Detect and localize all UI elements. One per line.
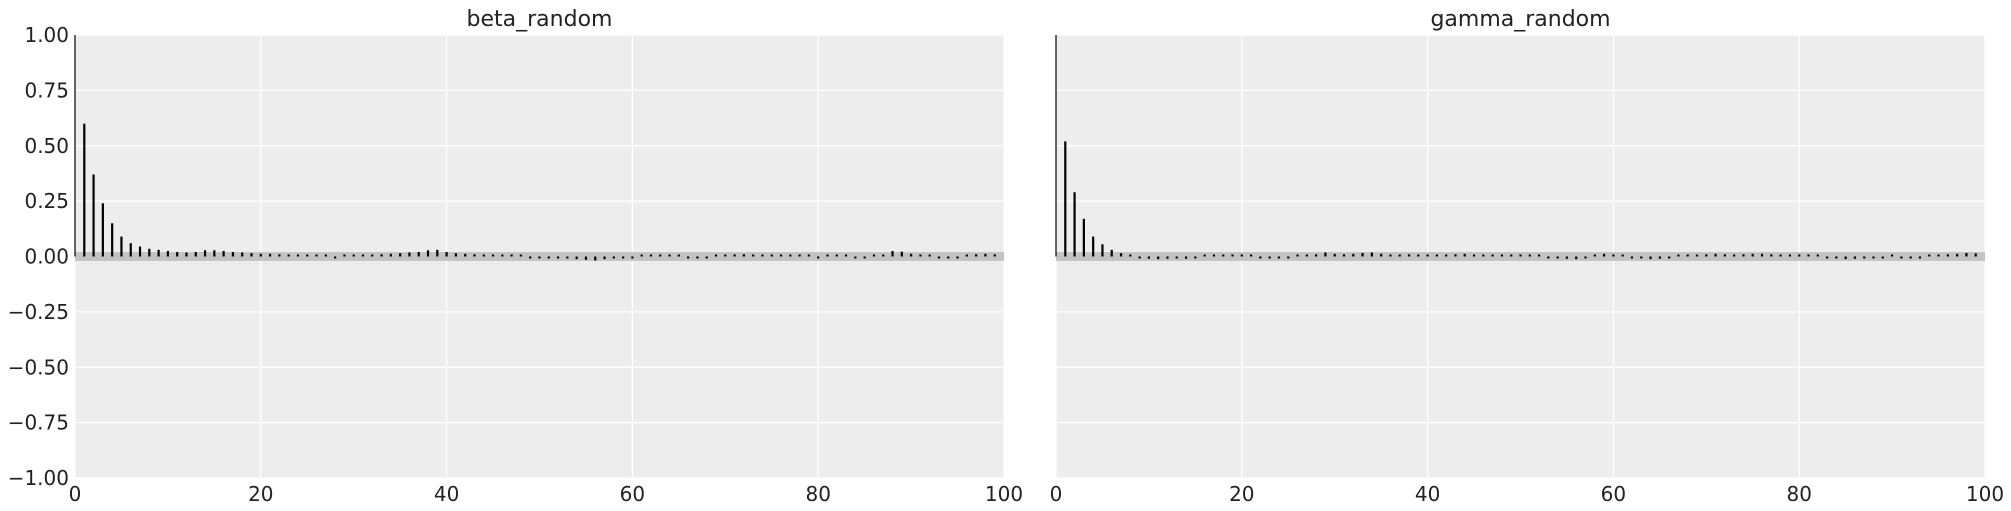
y-tick-label: 0.00 bbox=[24, 245, 69, 269]
x-tick-label: 80 bbox=[805, 482, 830, 506]
x-tick-label: 100 bbox=[985, 482, 1023, 506]
x-tick-label: 0 bbox=[69, 482, 82, 506]
y-tick-label: −1.00 bbox=[8, 466, 69, 490]
chart-title-beta-random: beta_random bbox=[467, 7, 613, 32]
x-tick-label: 100 bbox=[1966, 482, 2004, 506]
y-tick-labels: 1.00 0.75 0.50 0.25 0.00 −0.25 −0.50 −0.75 −1.00 bbox=[8, 23, 69, 490]
y-tick-label: −0.25 bbox=[8, 300, 69, 324]
y-tick-label: −0.75 bbox=[8, 411, 69, 435]
acf-bars-beta-random bbox=[74, 35, 996, 261]
acf-bars-gamma-random bbox=[1055, 35, 1977, 260]
acf-panel-beta-random: 0 20 40 60 80 100 1.00 0.75 0.50 0.25 0.00 −0.25 −0… bbox=[8, 7, 1023, 506]
y-tick-label: 0.50 bbox=[24, 134, 69, 158]
x-tick-labels-gamma-random: 0 20 40 60 80 100 bbox=[1050, 482, 2004, 506]
x-tick-label: 0 bbox=[1050, 482, 1063, 506]
x-tick-label: 40 bbox=[434, 482, 459, 506]
acf-panel-gamma-random: 0 20 40 60 80 100 gamma_random bbox=[1050, 7, 2004, 506]
y-tick-label: 0.25 bbox=[24, 189, 69, 213]
x-tick-label: 20 bbox=[248, 482, 273, 506]
y-tick-label: 0.75 bbox=[24, 78, 69, 102]
x-tick-label: 40 bbox=[1415, 482, 1440, 506]
chart-title-gamma-random: gamma_random bbox=[1430, 7, 1610, 32]
x-tick-label: 60 bbox=[620, 482, 645, 506]
x-tick-label: 20 bbox=[1229, 482, 1254, 506]
y-tick-label: 1.00 bbox=[24, 23, 69, 47]
x-tick-label: 80 bbox=[1786, 482, 1811, 506]
x-tick-labels-beta-random: 0 20 40 60 80 100 bbox=[69, 482, 1023, 506]
x-tick-label: 60 bbox=[1601, 482, 1626, 506]
y-tick-label: −0.50 bbox=[8, 355, 69, 379]
